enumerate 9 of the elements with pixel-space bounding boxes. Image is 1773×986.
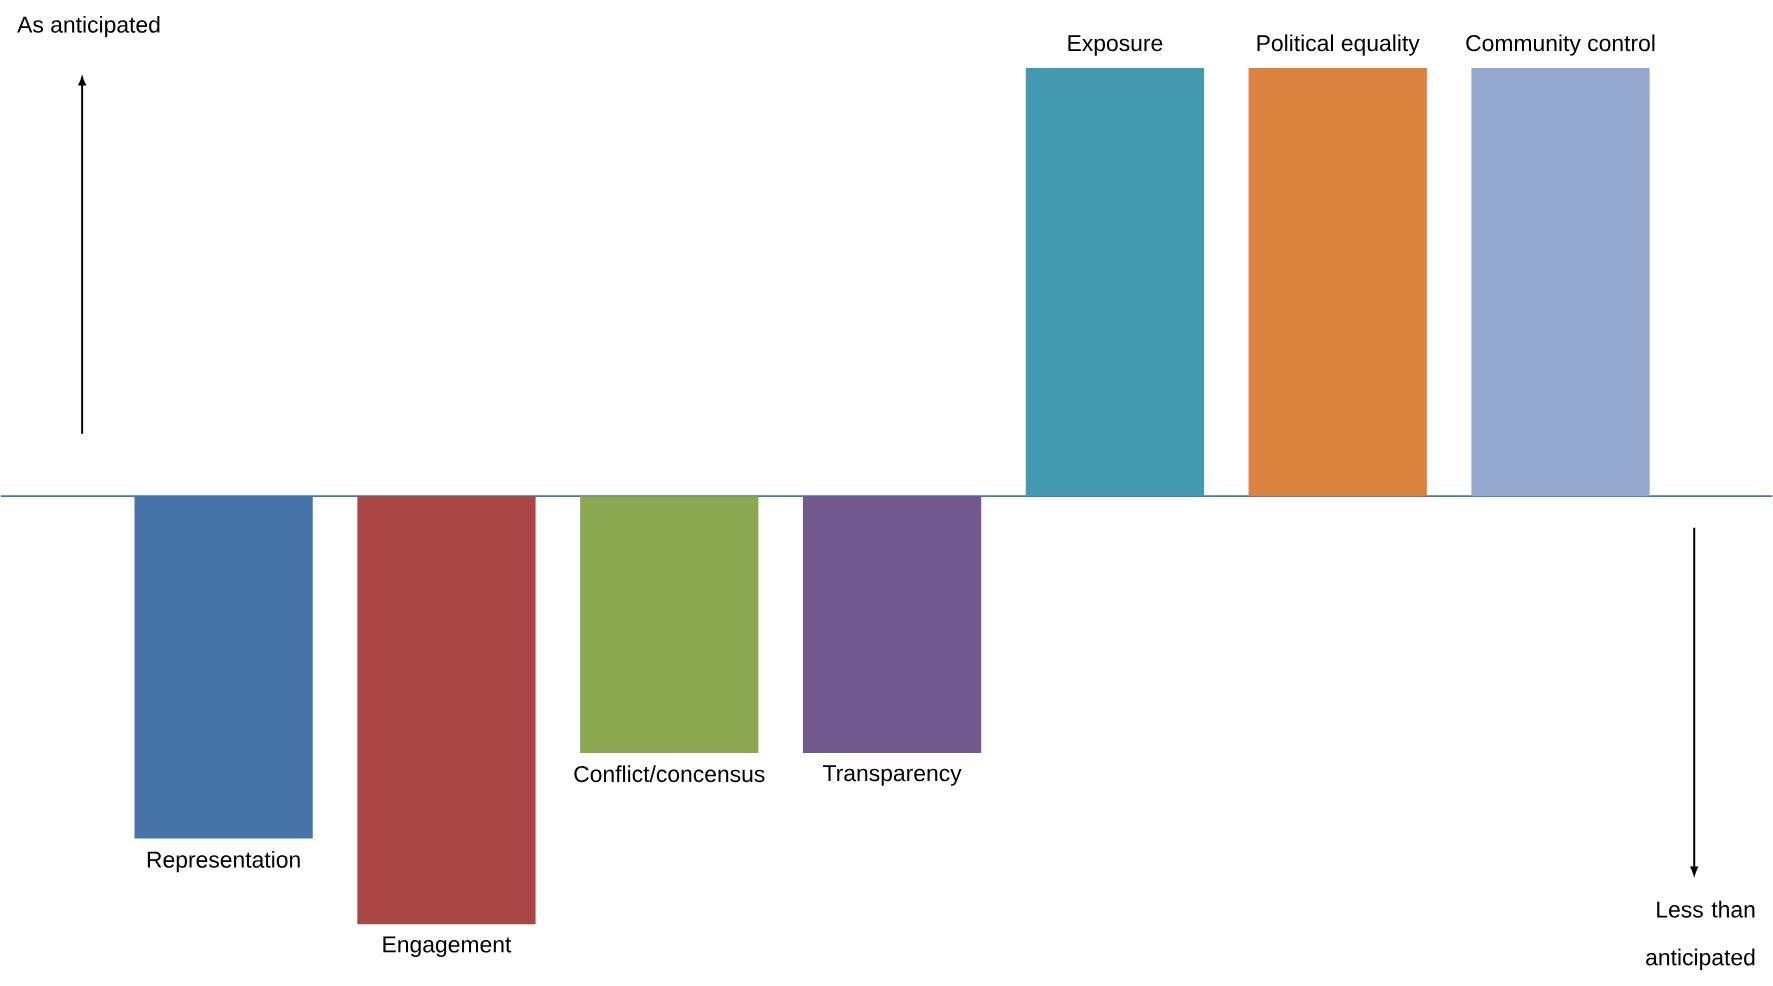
x-tick-label: Representation: [147, 851, 300, 873]
x-tick-label: Political equality: [1257, 34, 1420, 56]
x-tick-label: Exposure: [1068, 35, 1163, 56]
text: Less than anticipated: [1646, 900, 1755, 971]
text: As anticipated: [17, 15, 160, 38]
x-tick-label: Engagement: [383, 936, 512, 958]
x-tick-label: Community control: [1466, 34, 1655, 56]
x-tick-label: Transparency: [823, 765, 962, 786]
x-tick-label: Conflict/concensus: [574, 765, 765, 783]
